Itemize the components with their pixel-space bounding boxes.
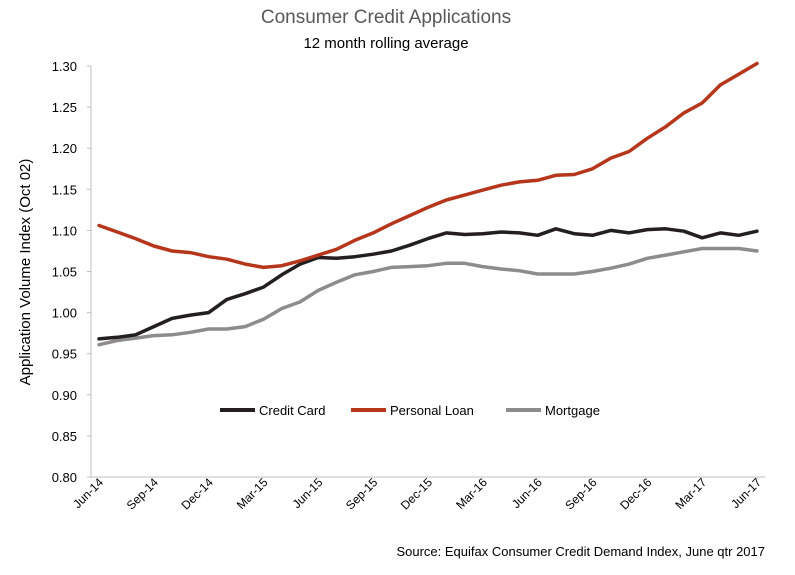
y-tick-label: 1.15 [52,182,77,197]
x-tick-label: Dec-15 [398,475,435,512]
x-tick-label: Jun-16 [509,475,545,511]
y-tick-label: 1.00 [52,306,77,321]
chart-subtitle: 12 month rolling average [303,35,468,52]
series-line-credit-card [97,227,759,341]
y-tick-label: 1.30 [52,59,77,74]
x-tick-label: Sep-14 [124,475,161,512]
x-tick-label: Sep-15 [343,475,380,512]
x-tick-label: Dec-16 [617,475,654,512]
x-tick-label: Jun-15 [290,475,326,511]
legend-label-credit-card: Credit Card [259,403,325,418]
series-lines [97,61,759,347]
y-tick-label: 0.90 [52,388,77,403]
y-tick-label: 0.95 [52,347,77,362]
y-tick-label: 1.20 [52,141,77,156]
y-tick-label: 1.25 [52,100,77,115]
y-tick-label: 1.05 [52,265,77,280]
x-tick-label: Mar-15 [234,475,271,512]
x-ticks: Jun-14 Sep-14 Dec-14 Mar-15 Jun-15 Sep-15 Dec-… [70,475,764,512]
y-tick-label: 0.80 [52,470,77,485]
y-tick-label: 1.10 [52,223,77,238]
legend: Credit Card Personal Loan Mortgage [220,403,600,418]
source-note: Source: Equifax Consumer Credit Demand I… [396,544,765,559]
chart-title: Consumer Credit Applications [261,7,511,28]
x-tick-label: Sep-16 [562,475,599,512]
legend-label-mortgage: Mortgage [545,403,600,418]
series-line-personal-loan [97,61,759,270]
y-axis-label: Application Volume Index (Oct 02) [17,159,34,386]
series-line-mortgage [97,246,759,347]
x-tick-label: Mar-16 [453,475,490,512]
x-tick-label: Jun-17 [728,475,764,511]
y-tick-label: 0.85 [52,429,77,444]
x-tick-label: Mar-17 [673,475,710,512]
x-tick-label: Dec-14 [179,475,216,512]
y-ticks: 0.80 0.85 0.90 0.95 1.00 1.05 1.10 1.15 1.20 1.25… [52,59,91,485]
legend-label-personal-loan: Personal Loan [390,403,474,418]
